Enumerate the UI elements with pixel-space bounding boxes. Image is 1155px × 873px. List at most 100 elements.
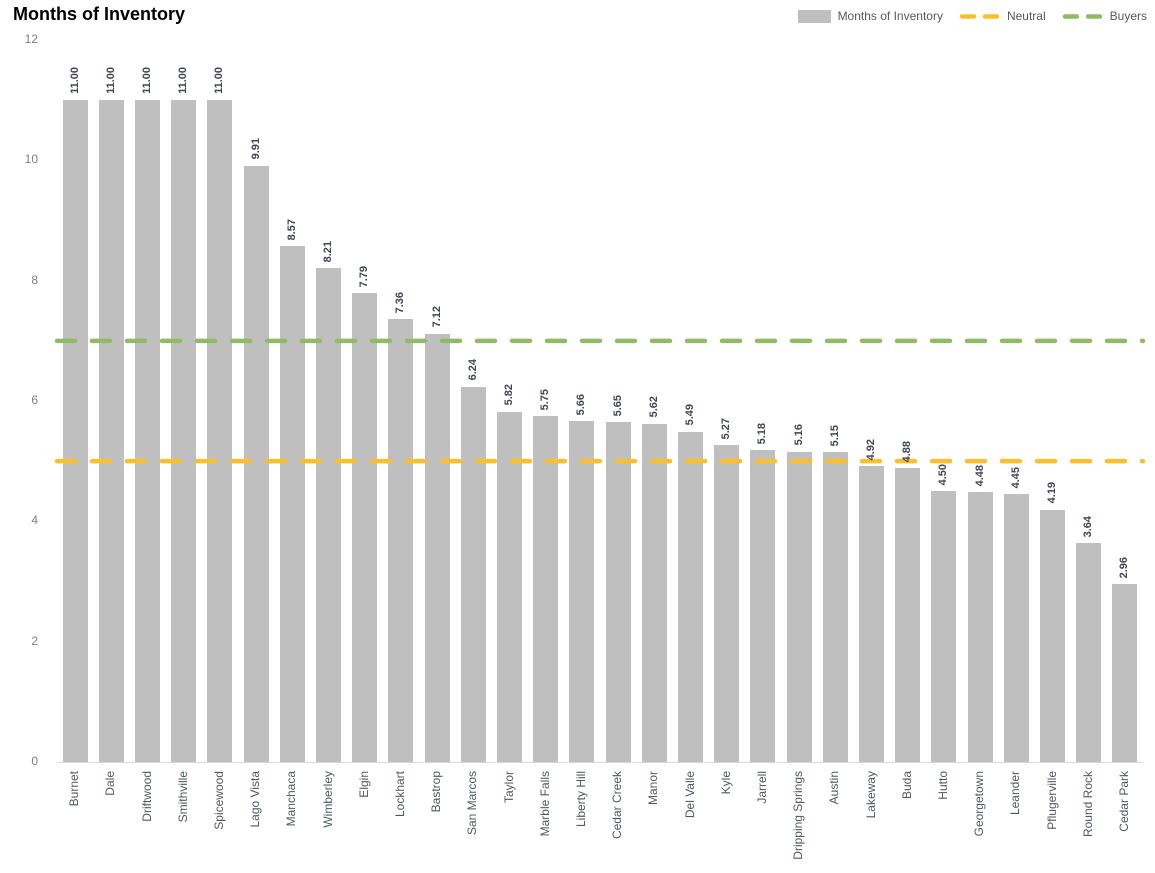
- y-axis-tick: 6: [31, 393, 38, 407]
- legend-label: Neutral: [1006, 9, 1046, 23]
- bar-value-label: 11.00: [141, 67, 153, 95]
- bar: [460, 386, 486, 762]
- x-axis-label: Manchaca: [284, 771, 299, 827]
- bar: [1076, 542, 1102, 762]
- x-axis-label: Manor: [646, 771, 661, 806]
- x-axis-label: Kyle: [718, 771, 733, 795]
- x-axis-label: Dripping Springs: [791, 771, 806, 860]
- bar-value-label: 5.15: [828, 424, 841, 447]
- bar-value-label: 4.48: [973, 465, 986, 487]
- bar-value-label: 4.19: [1046, 482, 1058, 504]
- x-axis-label: Taylor: [501, 771, 516, 804]
- bar-value-label: 4.45: [1009, 466, 1022, 489]
- bar-value-label: 11.00: [177, 67, 190, 95]
- bar: [207, 100, 233, 762]
- bar: [1003, 494, 1029, 762]
- legend-label: Months of Inventory: [837, 9, 943, 23]
- y-axis-tick: 0: [31, 754, 38, 768]
- bar: [243, 165, 269, 762]
- bar: [62, 100, 88, 762]
- x-axis-label: Bastrop: [429, 771, 444, 813]
- x-axis-label: Del Valle: [682, 771, 697, 819]
- y-axis-tick: 10: [24, 152, 38, 167]
- bar-value-label: 5.82: [503, 384, 515, 406]
- bar: [750, 450, 776, 762]
- bar-value-label: 7.12: [430, 306, 443, 328]
- x-axis-label: Liberty Hill: [573, 771, 588, 828]
- bar: [1040, 509, 1065, 762]
- legend-item-buyers: Buyers: [1062, 9, 1147, 23]
- bar: [1112, 583, 1138, 762]
- bar-value-label: 7.36: [394, 291, 407, 314]
- x-axis-label: Dale: [103, 771, 118, 796]
- legend-item-months-of-inventory: Months of Inventory: [797, 9, 943, 23]
- x-axis-label: Burnet: [67, 771, 82, 807]
- x-axis-label: Round Rock: [1080, 771, 1095, 838]
- bar-value-label: 8.21: [322, 240, 334, 263]
- x-axis-label: San Marcos: [465, 771, 480, 836]
- bar: [641, 423, 667, 762]
- x-axis-label: Lockhart: [392, 771, 407, 818]
- bar-value-label: 4.92: [865, 438, 877, 460]
- x-axis-label: Hutto: [935, 771, 950, 800]
- x-axis-label: Jarrell: [754, 771, 769, 804]
- bar: [859, 465, 884, 762]
- x-axis-label: Elgin: [356, 771, 371, 798]
- dash-swatch-icon: [959, 13, 1000, 19]
- x-axis-label: Georgetown: [972, 771, 987, 837]
- x-axis-label: Lago Vista: [248, 771, 263, 828]
- bar-value-label: 5.75: [539, 388, 552, 411]
- bar: [931, 491, 957, 762]
- bar: [352, 293, 378, 762]
- bar-value-label: 6.24: [466, 359, 479, 381]
- bar-value-label: 11.00: [213, 67, 226, 95]
- bar-value-label: 3.64: [1082, 515, 1095, 537]
- y-axis-tick: 8: [31, 272, 38, 287]
- x-axis-label: Pflugerville: [1044, 771, 1059, 830]
- bar-value-label: 11.00: [104, 67, 117, 95]
- x-axis-label: Lakeway: [863, 771, 878, 819]
- x-axis-label: Spicewood: [211, 771, 226, 830]
- bar-value-label: 5.62: [647, 396, 660, 418]
- legend-item-neutral: Neutral: [959, 9, 1046, 23]
- bar: [316, 268, 341, 762]
- legend-label: Buyers: [1109, 9, 1147, 23]
- y-axis-tick: 2: [31, 633, 38, 648]
- x-axis-label: Wimberley: [320, 771, 335, 828]
- x-axis-label: Driftwood: [139, 771, 154, 822]
- bar: [279, 246, 305, 762]
- bar: [786, 451, 812, 762]
- bar-value-label: 5.49: [684, 404, 696, 426]
- bar: [605, 422, 631, 762]
- x-axis-label: Leander: [1008, 771, 1023, 816]
- bar-value-label: 5.27: [720, 417, 733, 439]
- x-axis-label: Buda: [899, 771, 914, 800]
- x-axis-label: Austin: [827, 771, 842, 805]
- legend: Months of Inventory Neutral Buyers: [797, 9, 1147, 23]
- bar: [822, 452, 848, 762]
- x-axis-label: Marble Falls: [537, 771, 552, 837]
- x-axis-line: [57, 762, 1143, 763]
- bar: [388, 319, 414, 762]
- dash-swatch-icon: [1062, 13, 1102, 19]
- bar: [967, 492, 993, 762]
- bar: [678, 431, 703, 762]
- bar-value-label: 8.57: [285, 218, 298, 241]
- bar-value-label: 7.79: [358, 265, 371, 288]
- bar-value-label: 9.91: [249, 138, 262, 160]
- bar-value-label: 5.65: [611, 394, 624, 417]
- bar: [497, 411, 522, 762]
- x-axis-label: Smithville: [175, 771, 190, 823]
- bar-value-label: 4.88: [901, 440, 914, 463]
- bar-value-label: 5.66: [575, 394, 588, 416]
- bar-swatch-icon: [797, 9, 831, 23]
- bar: [895, 468, 921, 762]
- bar-value-label: 11.00: [68, 67, 81, 95]
- bar-value-label: 5.18: [756, 422, 769, 445]
- bar: [171, 100, 197, 762]
- x-axis-label: Cedar Park: [1116, 771, 1131, 832]
- y-axis-tick: 12: [24, 32, 38, 46]
- bar: [569, 421, 595, 762]
- chart-title: Months of Inventory: [13, 4, 185, 24]
